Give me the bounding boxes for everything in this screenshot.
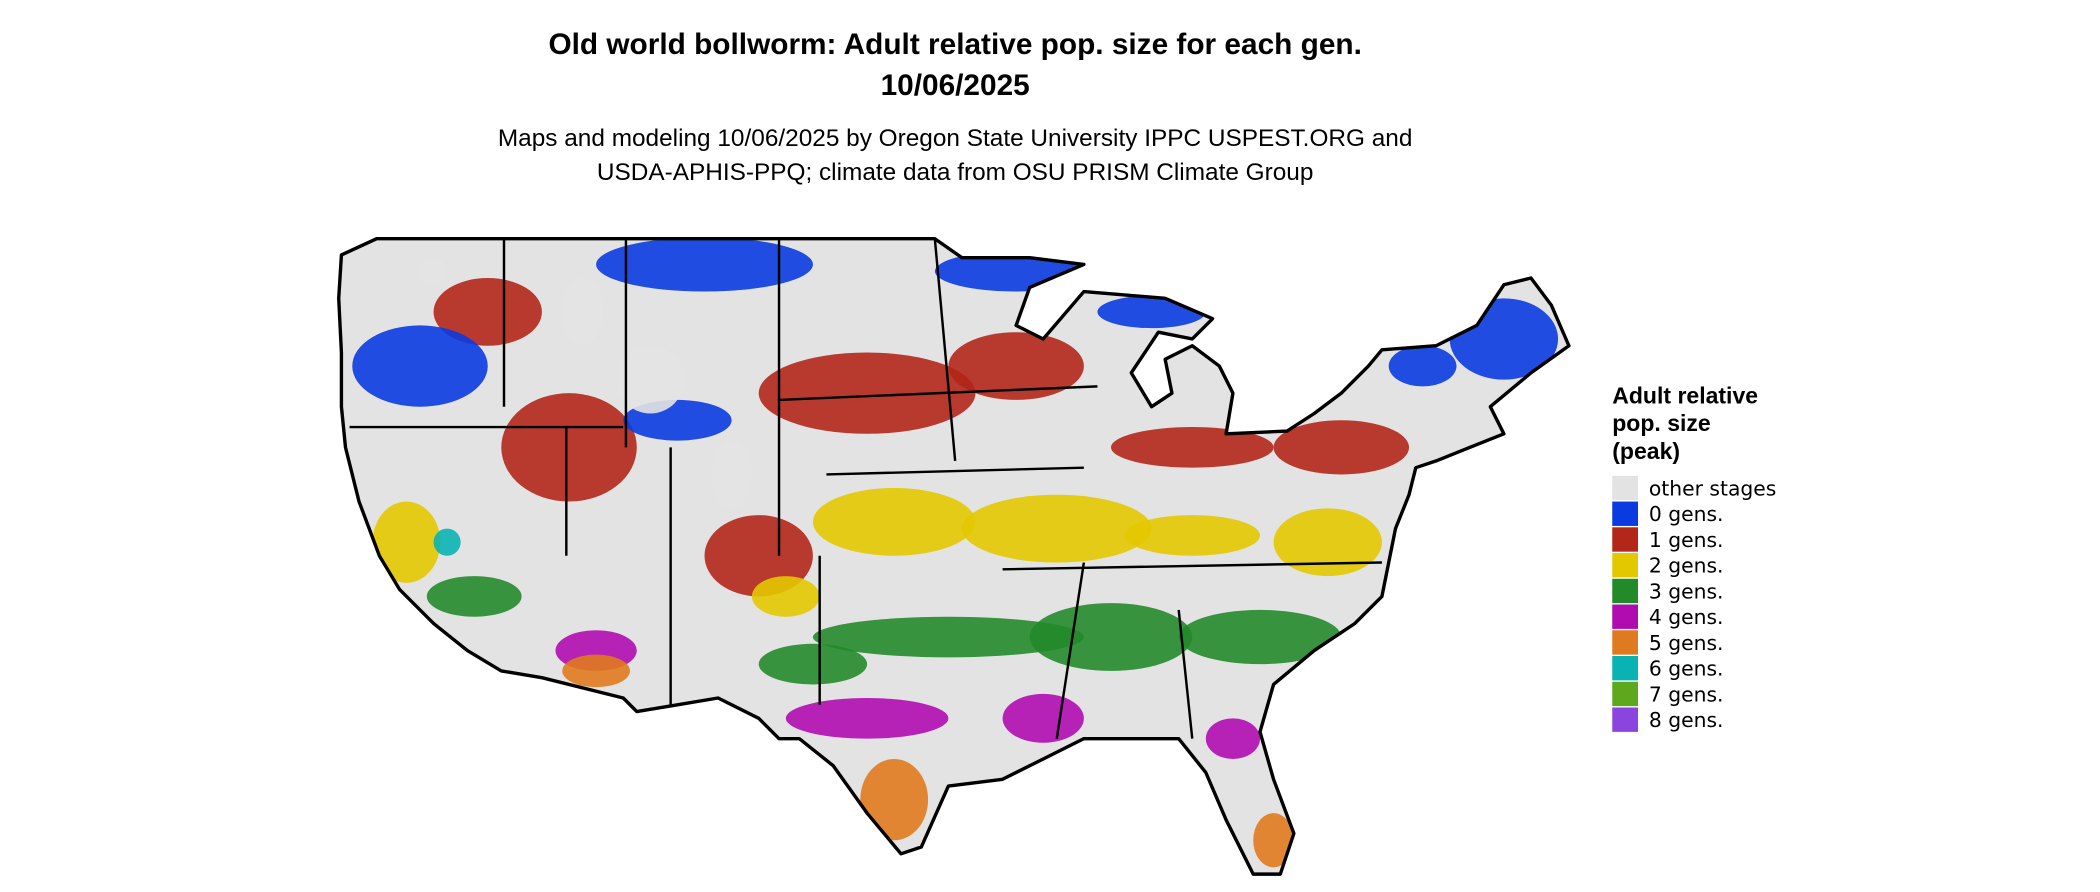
gen-regions [352, 238, 1559, 868]
gen-region [372, 501, 441, 583]
gen-region [1124, 515, 1260, 556]
legend-label: 6 gens. [1649, 657, 1724, 681]
gen-region [1029, 603, 1193, 671]
legend-swatch [1612, 656, 1638, 681]
subtitle: USDA-APHIS-PPQ; climate data from OSU PR… [597, 159, 1314, 186]
state-border [933, 238, 957, 462]
legend-label: other stages [1649, 476, 1777, 500]
gen-region [1273, 508, 1382, 577]
legend-label: 4 gens. [1649, 605, 1724, 629]
gen-region [352, 325, 488, 407]
gen-region [758, 643, 868, 685]
legend-label: 0 gens. [1649, 502, 1724, 526]
gen-region [758, 352, 976, 434]
legend-label: 8 gens. [1649, 708, 1724, 732]
gen-region [1205, 718, 1260, 759]
legend-swatch [1612, 527, 1638, 552]
legend-label: 5 gens. [1649, 631, 1724, 655]
legend-swatch [1612, 553, 1638, 578]
gen-region [1388, 345, 1457, 387]
us-outline [337, 237, 1571, 876]
gen-region [711, 440, 752, 509]
gen-region [426, 576, 522, 617]
title-date: 10/06/2025 [881, 69, 1030, 102]
gen-region [751, 576, 820, 617]
gen-region [961, 494, 1152, 563]
subtitle: Maps and modeling 10/06/2025 by Oregon S… [498, 125, 1413, 152]
us-map [337, 237, 1571, 876]
legend-swatch [1612, 578, 1638, 604]
state-border [826, 466, 1084, 476]
gen-region [1097, 295, 1206, 329]
gen-region [501, 393, 637, 502]
gen-region [562, 278, 603, 346]
legend-label: 3 gens. [1649, 579, 1724, 603]
gen-region [785, 698, 949, 739]
gen-region [1178, 609, 1342, 665]
gen-region [616, 345, 685, 414]
legend-swatch [1612, 475, 1638, 501]
gen-region [812, 488, 976, 556]
gen-region [812, 616, 1084, 658]
state-border [1055, 562, 1086, 739]
gen-region [420, 257, 448, 285]
gen-region [1110, 427, 1274, 468]
gen-region [1449, 298, 1559, 380]
gen-region [562, 654, 630, 688]
legend-label: 1 gens. [1649, 528, 1724, 552]
gen-region [433, 278, 542, 346]
gen-region [1253, 813, 1294, 868]
gen-region [433, 528, 461, 556]
gen-region [860, 758, 929, 841]
state-border [778, 385, 1098, 402]
legend-label: 7 gens. [1649, 682, 1724, 706]
gen-region [596, 238, 813, 292]
state-border [1177, 609, 1194, 739]
state-border [1002, 561, 1382, 571]
gen-region [1002, 693, 1084, 743]
legend-title: (peak) [1612, 438, 1680, 464]
legend-label: 2 gens. [1649, 554, 1724, 578]
legend-swatch [1612, 604, 1638, 629]
legend-swatch [1612, 630, 1638, 655]
legend-title: pop. size [1612, 410, 1711, 436]
legend-swatch [1612, 707, 1638, 732]
gen-region [948, 332, 1084, 400]
gen-region [1273, 420, 1410, 475]
legend-swatch [1612, 681, 1638, 707]
legend-swatch [1612, 501, 1638, 526]
title: Old world bollworm: Adult relative pop. … [548, 28, 1361, 61]
legend-title: Adult relative [1612, 382, 1758, 408]
